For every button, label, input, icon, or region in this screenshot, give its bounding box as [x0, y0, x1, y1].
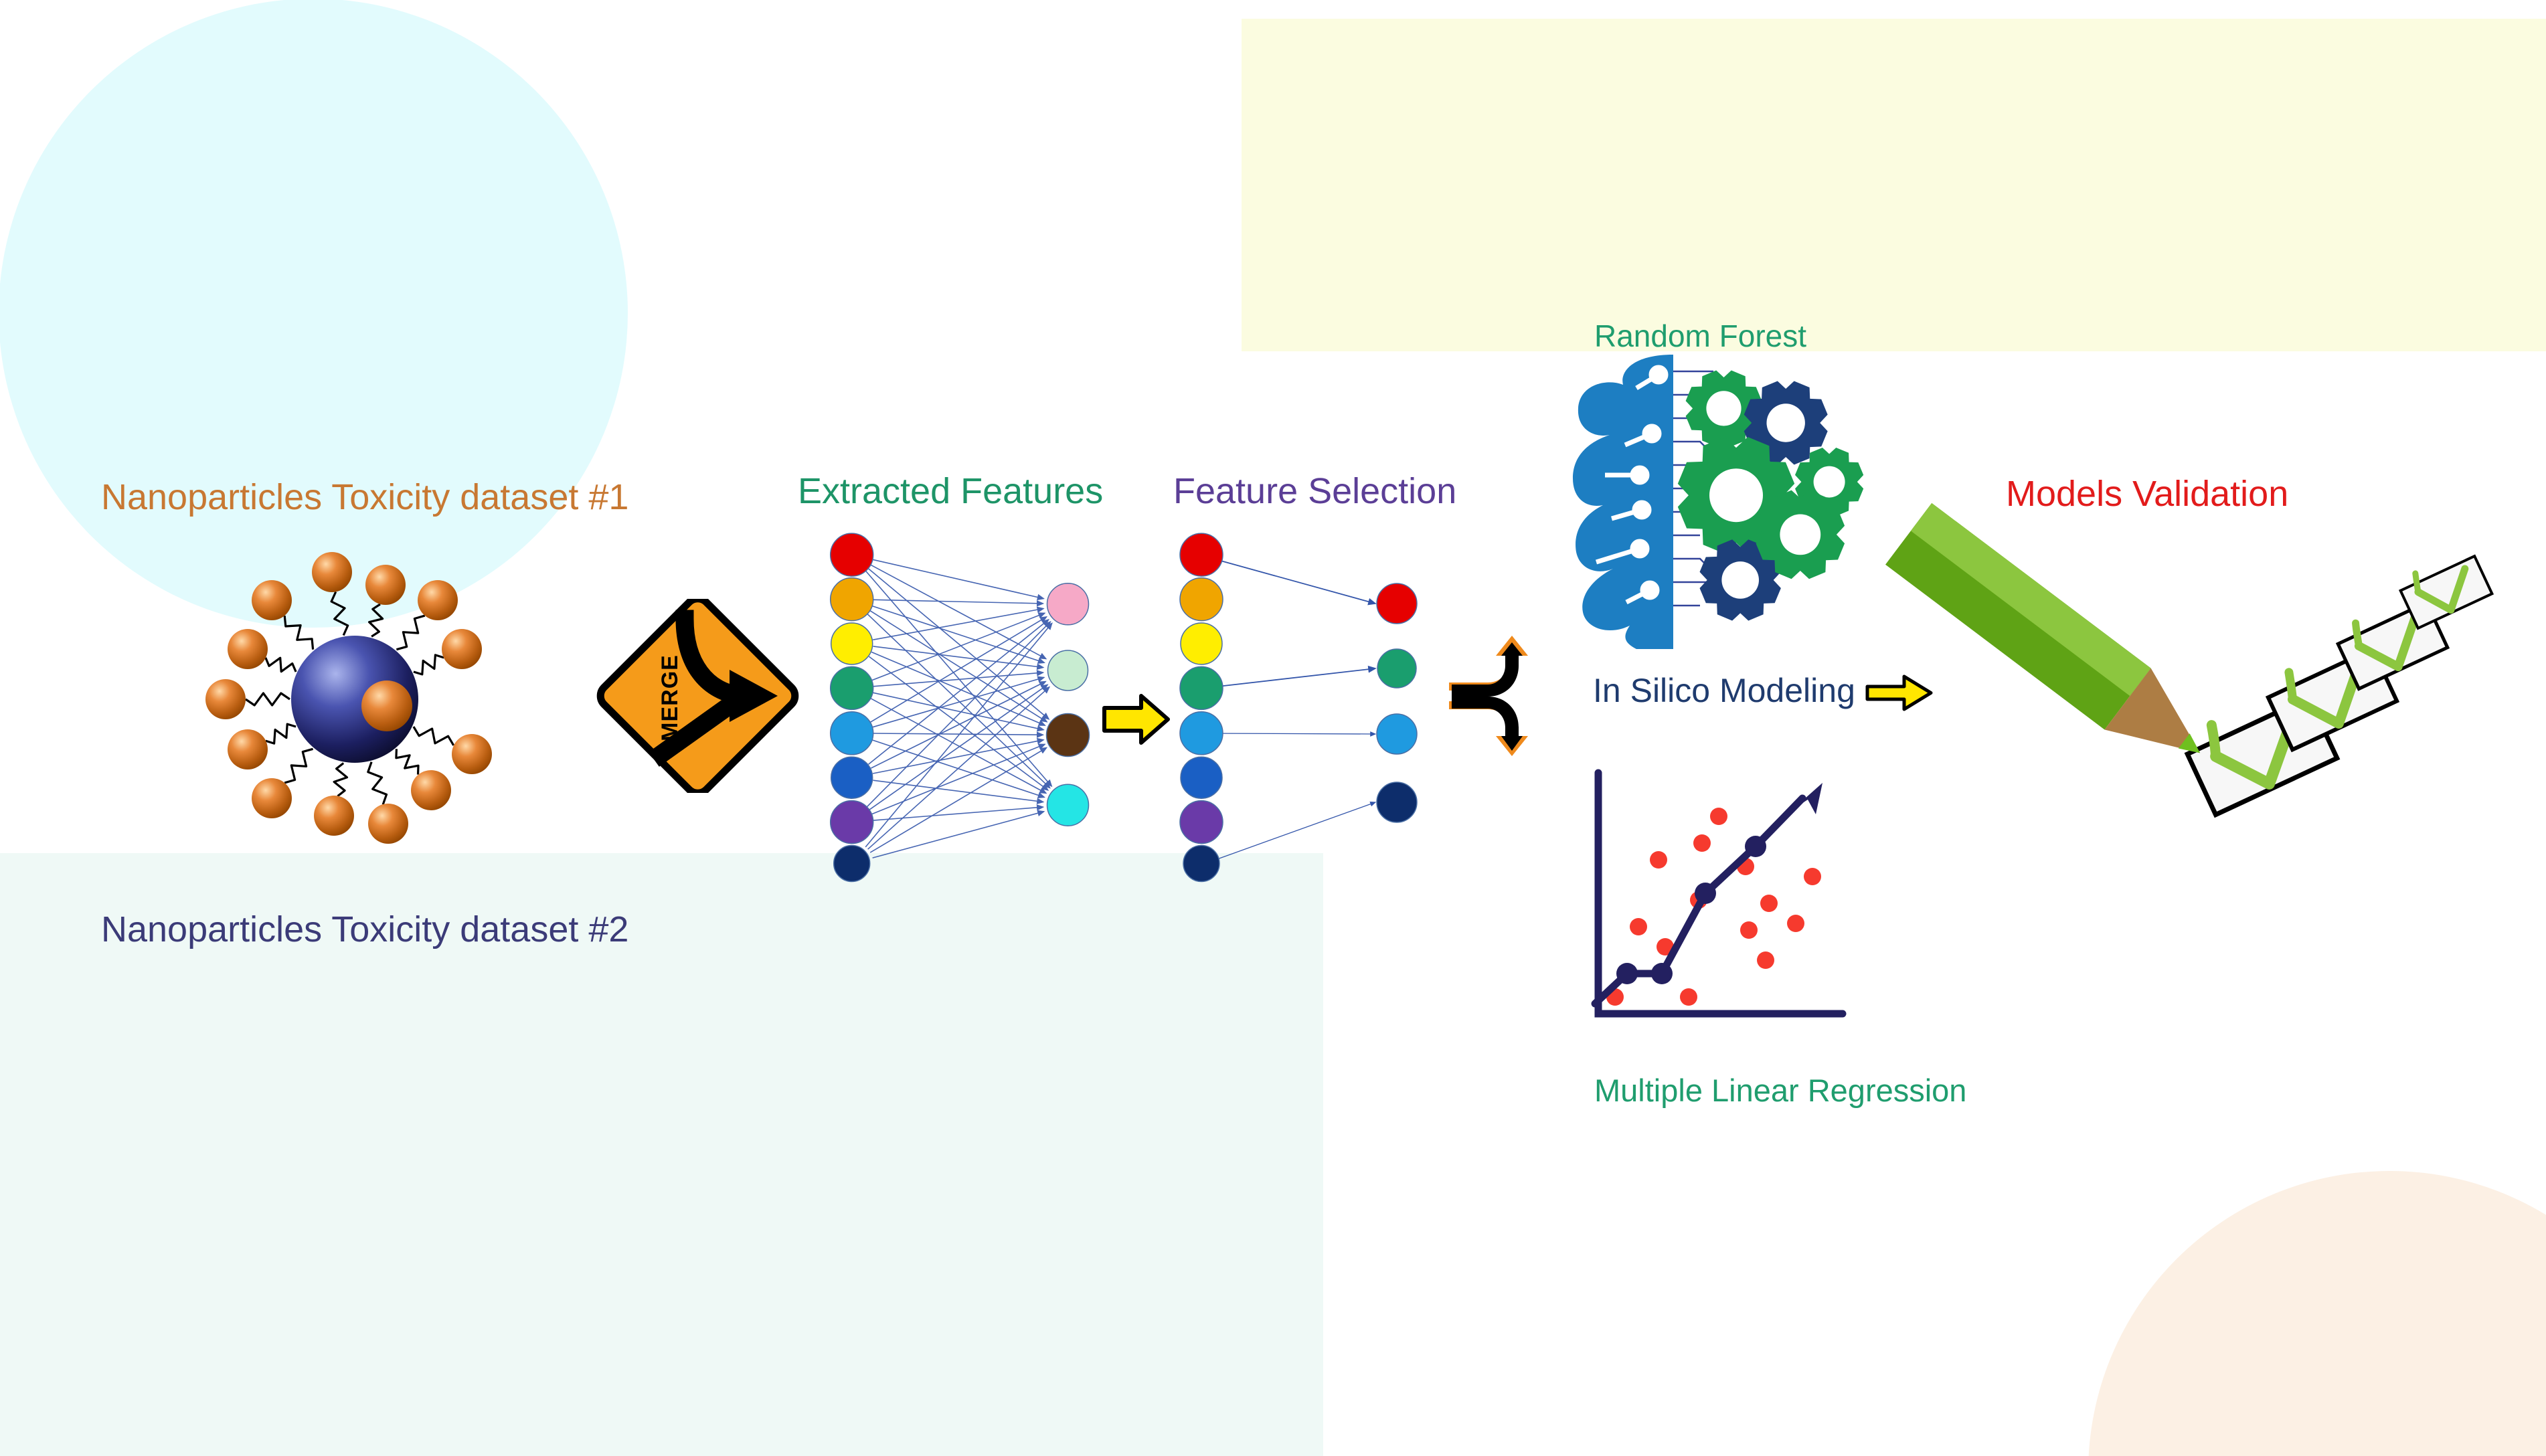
svg-text:MERGE: MERGE — [657, 654, 683, 741]
